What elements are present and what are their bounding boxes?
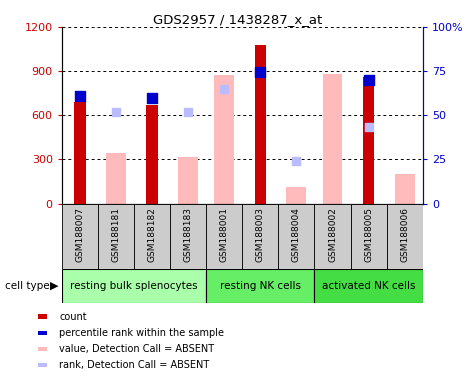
Bar: [314, 204, 351, 269]
Bar: [206, 269, 314, 303]
Text: GSM188183: GSM188183: [184, 207, 192, 262]
Text: rank, Detection Call = ABSENT: rank, Detection Call = ABSENT: [59, 360, 209, 370]
Point: [112, 109, 120, 115]
Bar: [206, 204, 242, 269]
Text: resting bulk splenocytes: resting bulk splenocytes: [70, 281, 198, 291]
Text: percentile rank within the sample: percentile rank within the sample: [59, 328, 224, 338]
Bar: [387, 204, 423, 269]
Bar: [278, 204, 314, 269]
Point: [220, 86, 228, 92]
Point: [184, 108, 192, 114]
Text: resting NK cells: resting NK cells: [220, 281, 301, 291]
Bar: [62, 204, 98, 269]
Point: [365, 124, 372, 130]
Bar: [146, 105, 158, 204]
Text: GDS2957 / 1438287_x_at: GDS2957 / 1438287_x_at: [153, 13, 322, 26]
Text: GSM188002: GSM188002: [328, 207, 337, 262]
Text: GSM188001: GSM188001: [220, 207, 228, 262]
Bar: [363, 77, 374, 204]
Point: [293, 158, 300, 164]
Bar: [170, 204, 206, 269]
Bar: [98, 204, 134, 269]
Point: [256, 69, 264, 75]
Text: GSM188004: GSM188004: [292, 207, 301, 262]
Text: value, Detection Call = ABSENT: value, Detection Call = ABSENT: [59, 344, 215, 354]
Bar: [242, 204, 278, 269]
Bar: [106, 153, 126, 204]
Bar: [62, 269, 206, 303]
Point: [365, 77, 372, 83]
Bar: [214, 76, 234, 204]
Text: activated NK cells: activated NK cells: [322, 281, 415, 291]
Text: GSM188005: GSM188005: [364, 207, 373, 262]
Text: GSM188006: GSM188006: [400, 207, 409, 262]
Bar: [255, 45, 266, 204]
Text: GSM188181: GSM188181: [112, 207, 120, 262]
Text: count: count: [59, 312, 87, 322]
Text: cell type: cell type: [5, 281, 49, 291]
Bar: [351, 204, 387, 269]
Bar: [286, 187, 306, 204]
Text: ▶: ▶: [50, 281, 59, 291]
Bar: [134, 204, 170, 269]
Bar: [178, 157, 198, 204]
Bar: [314, 269, 423, 303]
Point: [148, 94, 156, 101]
Text: GSM188182: GSM188182: [148, 207, 156, 262]
Point: [76, 93, 84, 99]
Bar: [323, 74, 342, 204]
Bar: [74, 102, 85, 204]
Text: GSM188003: GSM188003: [256, 207, 265, 262]
Bar: [395, 174, 415, 204]
Text: GSM188007: GSM188007: [76, 207, 84, 262]
